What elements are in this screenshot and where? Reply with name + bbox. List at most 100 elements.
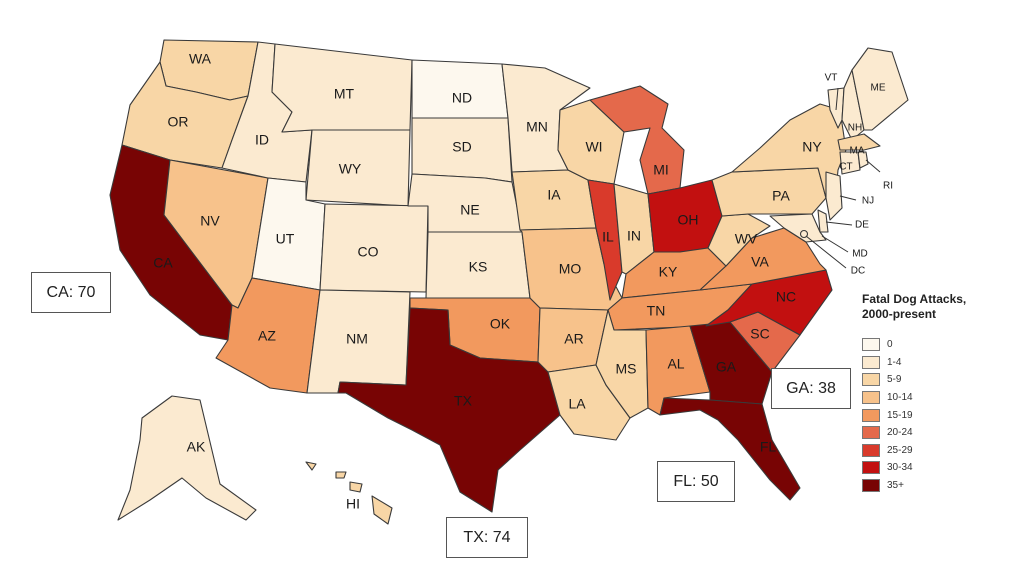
legend-label: 35+ — [887, 480, 904, 492]
legend-item: 25-29 — [862, 442, 1012, 460]
legend-swatch — [862, 338, 880, 352]
legend-label: 30-34 — [887, 462, 913, 474]
label-ne: NE — [460, 202, 479, 218]
label-oh: OH — [678, 212, 699, 228]
label-tx: TX — [454, 393, 473, 409]
state-tx — [337, 307, 561, 513]
label-ak: AK — [187, 439, 206, 455]
legend-swatch — [862, 355, 880, 369]
label-nm: NM — [346, 331, 368, 347]
state-dc — [799, 229, 809, 239]
label-mi: MI — [653, 162, 669, 178]
label-wy: WY — [339, 161, 362, 177]
label-ct: CT — [839, 162, 852, 173]
label-mt: MT — [334, 86, 355, 102]
label-fl: FL — [760, 439, 777, 455]
legend-item: 1-4 — [862, 354, 1012, 372]
legend-rows: 0 1-4 5-9 10-14 15-19 20-24 25-29 30-34 35+ — [862, 336, 1012, 494]
legend-label: 0 — [887, 339, 893, 351]
label-de: DE — [855, 220, 869, 231]
label-ga: GA — [716, 359, 737, 375]
legend-item: 0 — [862, 336, 1012, 354]
legend-label: 20-24 — [887, 427, 913, 439]
legend-item: 10-14 — [862, 389, 1012, 407]
label-sc: SC — [750, 326, 769, 342]
legend-label: 15-19 — [887, 409, 913, 421]
legend-label: 25-29 — [887, 444, 913, 456]
label-ma: MA — [850, 146, 865, 157]
label-dc: DC — [851, 266, 865, 277]
label-nd: ND — [452, 90, 472, 106]
state-pa — [711, 167, 827, 217]
label-nc: NC — [776, 289, 796, 305]
legend-swatch — [862, 443, 880, 457]
label-al: AL — [667, 356, 684, 372]
state-me — [851, 47, 909, 131]
label-ar: AR — [564, 331, 583, 347]
label-md: MD — [852, 249, 868, 260]
label-sd: SD — [452, 139, 471, 155]
leader-lines — [805, 87, 881, 269]
label-ok: OK — [490, 316, 511, 332]
label-va: VA — [751, 254, 769, 270]
label-me: ME — [871, 83, 886, 94]
legend-item: 5-9 — [862, 371, 1012, 389]
legend-swatch — [862, 461, 880, 475]
label-vt: VT — [825, 73, 838, 84]
label-ca: CA — [153, 255, 173, 271]
label-wa: WA — [189, 51, 212, 67]
label-ia: IA — [547, 187, 561, 203]
label-ut: UT — [276, 231, 295, 247]
label-nv: NV — [200, 213, 220, 229]
legend-title-line2: 2000-present — [862, 307, 937, 321]
label-wv: WV — [735, 231, 758, 247]
label-or: OR — [168, 114, 189, 130]
legend-swatch — [862, 408, 880, 422]
legend-label: 5-9 — [887, 374, 902, 386]
label-ks: KS — [469, 259, 488, 275]
callout-tx: TX: 74 — [446, 517, 528, 558]
label-tn: TN — [647, 303, 666, 319]
label-il: IL — [602, 229, 614, 245]
label-co: CO — [358, 244, 379, 260]
state-ma — [837, 133, 881, 151]
callout-ca: CA: 70 — [31, 272, 111, 313]
callout-fl: FL: 50 — [657, 461, 735, 502]
legend-label: 1-4 — [887, 356, 902, 368]
legend-swatch — [862, 479, 880, 493]
legend-swatch — [862, 373, 880, 387]
legend-item: 30-34 — [862, 459, 1012, 477]
label-mn: MN — [526, 119, 548, 135]
legend: Fatal Dog Attacks, 2000-present 0 1-4 5-9 1… — [862, 292, 1012, 494]
label-in: IN — [627, 228, 641, 244]
legend-item: 15-19 — [862, 406, 1012, 424]
state-ri — [857, 151, 869, 169]
state-nj — [825, 171, 843, 221]
legend-title-line1: Fatal Dog Attacks, — [862, 292, 967, 306]
label-nh: NH — [848, 123, 862, 134]
legend-swatch — [862, 426, 880, 440]
legend-swatch — [862, 391, 880, 405]
legend-title: Fatal Dog Attacks, 2000-present — [862, 292, 1012, 322]
label-wi: WI — [585, 139, 602, 155]
label-id: ID — [255, 132, 269, 148]
label-ri: RI — [883, 181, 893, 192]
label-hi: HI — [346, 496, 360, 512]
legend-item: 20-24 — [862, 424, 1012, 442]
label-ny: NY — [802, 139, 822, 155]
label-ms: MS — [616, 361, 637, 377]
label-pa: PA — [772, 188, 790, 204]
label-mo: MO — [559, 261, 582, 277]
label-az: AZ — [258, 328, 276, 344]
state-md — [769, 213, 827, 243]
label-ky: KY — [659, 264, 678, 280]
state-fl — [659, 397, 801, 501]
state-hi — [305, 461, 393, 525]
state-ct — [839, 151, 861, 175]
state-de — [817, 209, 829, 233]
callout-ga: GA: 38 — [771, 368, 851, 409]
legend-label: 10-14 — [887, 392, 913, 404]
label-la: LA — [568, 396, 586, 412]
legend-item: 35+ — [862, 477, 1012, 495]
